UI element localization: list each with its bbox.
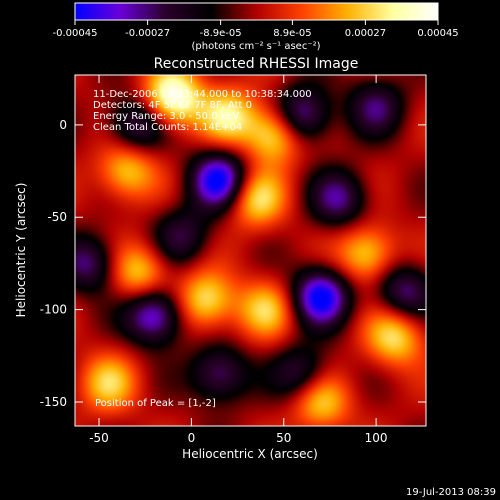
x-tick-label: 0 bbox=[188, 431, 196, 445]
colorbar-gradient bbox=[74, 2, 439, 21]
y-tick-label: -150 bbox=[40, 395, 67, 409]
x-tick-label: -50 bbox=[89, 431, 109, 445]
colorbar-tick-label: -0.00027 bbox=[125, 28, 170, 39]
colorbar-units-label: (photons cm⁻² s⁻¹ asec⁻²) bbox=[191, 41, 320, 52]
plot-frame bbox=[74, 74, 427, 427]
annotation-line: 11-Dec-2006 10:33:44.000 to 10:38:34.000 bbox=[93, 89, 312, 100]
y-tick-label: -50 bbox=[47, 210, 67, 224]
y-tick-label: 0 bbox=[59, 118, 67, 132]
colorbar-tick-label: 0.00045 bbox=[417, 28, 458, 39]
annotation-line: Energy Range: 3.0 - 50.0 keV bbox=[93, 111, 239, 122]
chart-title: Reconstructed RHESSI Image bbox=[154, 56, 359, 72]
annotation-block: 11-Dec-2006 10:33:44.000 to 10:38:34.000… bbox=[93, 89, 312, 133]
peak-position-label: Position of Peak = [1,-2] bbox=[95, 398, 216, 409]
x-tick-label: 100 bbox=[365, 431, 388, 445]
colorbar-tick-label: 8.9e-05 bbox=[273, 28, 311, 39]
y-axis-ticks: 0 -50 -100 -150 bbox=[40, 118, 426, 409]
colorbar: -0.00045 -0.00027 -8.9e-05 8.9e-05 0.00027 0.… bbox=[53, 2, 459, 52]
x-tick-label: 50 bbox=[276, 431, 291, 445]
heatmap-image bbox=[75, 75, 426, 426]
y-axis-label: Heliocentric Y (arcsec) bbox=[14, 183, 28, 318]
annotation-line: Detectors: 4F 5F 6F 7F 8F, Att 0 bbox=[93, 100, 252, 111]
x-axis-label: Heliocentric X (arcsec) bbox=[182, 447, 318, 461]
colorbar-tick-label: -8.9e-05 bbox=[200, 28, 242, 39]
y-tick-label: -100 bbox=[40, 303, 67, 317]
x-axis-ticks: -50 0 50 100 bbox=[89, 75, 388, 445]
colorbar-ticks: -0.00045 -0.00027 -8.9e-05 8.9e-05 0.00027 0.… bbox=[53, 20, 459, 39]
colorbar-tick-label: -0.00045 bbox=[53, 28, 98, 39]
annotation-line: Clean Total Counts: 1.14E+04 bbox=[93, 122, 242, 133]
colorbar-tick-label: 0.00027 bbox=[345, 28, 386, 39]
footer-timestamp: 19-Jul-2013 08:39 bbox=[406, 487, 496, 498]
heatmap-area: 11-Dec-2006 10:33:44.000 to 10:38:34.000… bbox=[75, 75, 426, 426]
